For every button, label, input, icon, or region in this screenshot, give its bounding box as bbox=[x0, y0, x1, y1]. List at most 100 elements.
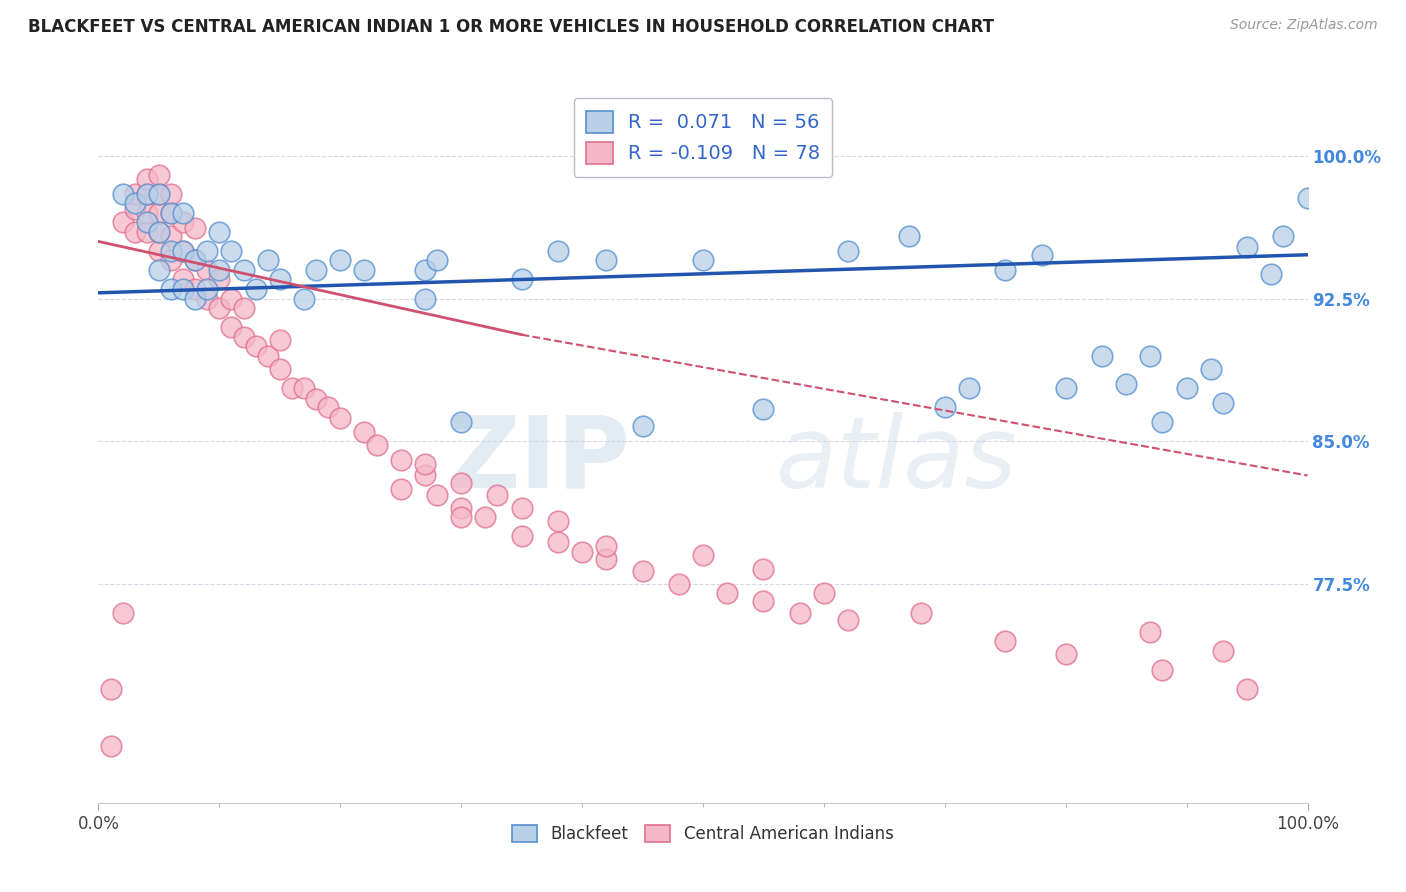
Point bbox=[1031, 248, 1053, 262]
Point bbox=[837, 613, 859, 627]
Point bbox=[184, 221, 207, 235]
Point bbox=[195, 292, 218, 306]
Point bbox=[111, 215, 134, 229]
Point bbox=[1139, 349, 1161, 363]
Point bbox=[1091, 349, 1114, 363]
Point bbox=[366, 438, 388, 452]
Point bbox=[413, 263, 436, 277]
Point bbox=[160, 244, 183, 258]
Point bbox=[172, 244, 194, 258]
Point bbox=[510, 500, 533, 515]
Point bbox=[1236, 681, 1258, 696]
Point bbox=[148, 225, 170, 239]
Point bbox=[329, 411, 352, 425]
Point bbox=[631, 564, 654, 578]
Point bbox=[232, 329, 254, 343]
Point bbox=[1272, 228, 1295, 243]
Point bbox=[716, 586, 738, 600]
Point bbox=[256, 349, 278, 363]
Point bbox=[692, 253, 714, 268]
Point bbox=[148, 186, 170, 201]
Point bbox=[547, 535, 569, 549]
Point bbox=[994, 263, 1017, 277]
Point bbox=[1054, 381, 1077, 395]
Point bbox=[450, 476, 472, 491]
Point bbox=[172, 244, 194, 258]
Text: BLACKFEET VS CENTRAL AMERICAN INDIAN 1 OR MORE VEHICLES IN HOUSEHOLD CORRELATION: BLACKFEET VS CENTRAL AMERICAN INDIAN 1 O… bbox=[28, 18, 994, 36]
Point bbox=[1236, 240, 1258, 254]
Point bbox=[1212, 643, 1234, 657]
Point bbox=[595, 253, 617, 268]
Point bbox=[353, 425, 375, 439]
Point bbox=[124, 196, 146, 211]
Point bbox=[1199, 362, 1222, 376]
Point bbox=[450, 500, 472, 515]
Point bbox=[135, 225, 157, 239]
Point bbox=[994, 634, 1017, 648]
Point bbox=[316, 400, 339, 414]
Point bbox=[292, 292, 315, 306]
Point bbox=[148, 244, 170, 258]
Point bbox=[135, 186, 157, 201]
Point bbox=[813, 586, 835, 600]
Point bbox=[135, 171, 157, 186]
Point bbox=[184, 253, 207, 268]
Point bbox=[934, 400, 956, 414]
Point bbox=[208, 272, 231, 286]
Point bbox=[172, 272, 194, 286]
Point bbox=[450, 415, 472, 429]
Point bbox=[221, 320, 243, 334]
Point bbox=[752, 562, 775, 576]
Point bbox=[148, 186, 170, 201]
Legend: Blackfeet, Central American Indians: Blackfeet, Central American Indians bbox=[505, 817, 901, 852]
Point bbox=[184, 253, 207, 268]
Point bbox=[897, 228, 920, 243]
Point bbox=[426, 253, 449, 268]
Point bbox=[353, 263, 375, 277]
Point bbox=[111, 606, 134, 620]
Point bbox=[547, 244, 569, 258]
Point bbox=[269, 334, 291, 348]
Point bbox=[172, 282, 194, 296]
Point bbox=[269, 362, 291, 376]
Point bbox=[148, 225, 170, 239]
Point bbox=[172, 215, 194, 229]
Point bbox=[148, 263, 170, 277]
Point bbox=[547, 514, 569, 528]
Point bbox=[389, 482, 412, 496]
Point bbox=[1054, 648, 1077, 662]
Point bbox=[269, 272, 291, 286]
Point bbox=[245, 339, 267, 353]
Point bbox=[789, 606, 811, 620]
Point bbox=[160, 186, 183, 201]
Point bbox=[208, 225, 231, 239]
Point bbox=[426, 487, 449, 501]
Point bbox=[160, 253, 183, 268]
Point bbox=[1139, 624, 1161, 639]
Point bbox=[668, 577, 690, 591]
Point bbox=[135, 206, 157, 220]
Point bbox=[135, 186, 157, 201]
Point bbox=[957, 381, 980, 395]
Point bbox=[571, 544, 593, 558]
Point bbox=[124, 202, 146, 216]
Point bbox=[160, 206, 183, 220]
Point bbox=[595, 552, 617, 566]
Point bbox=[413, 457, 436, 471]
Point bbox=[752, 401, 775, 416]
Point bbox=[752, 594, 775, 608]
Point bbox=[160, 228, 183, 243]
Point bbox=[1152, 663, 1174, 677]
Point bbox=[474, 510, 496, 524]
Text: Source: ZipAtlas.com: Source: ZipAtlas.com bbox=[1230, 18, 1378, 32]
Point bbox=[135, 215, 157, 229]
Point bbox=[329, 253, 352, 268]
Text: atlas: atlas bbox=[776, 412, 1017, 508]
Point bbox=[837, 244, 859, 258]
Point bbox=[510, 529, 533, 543]
Point bbox=[124, 225, 146, 239]
Point bbox=[292, 381, 315, 395]
Point bbox=[184, 282, 207, 296]
Point bbox=[221, 292, 243, 306]
Point bbox=[305, 263, 328, 277]
